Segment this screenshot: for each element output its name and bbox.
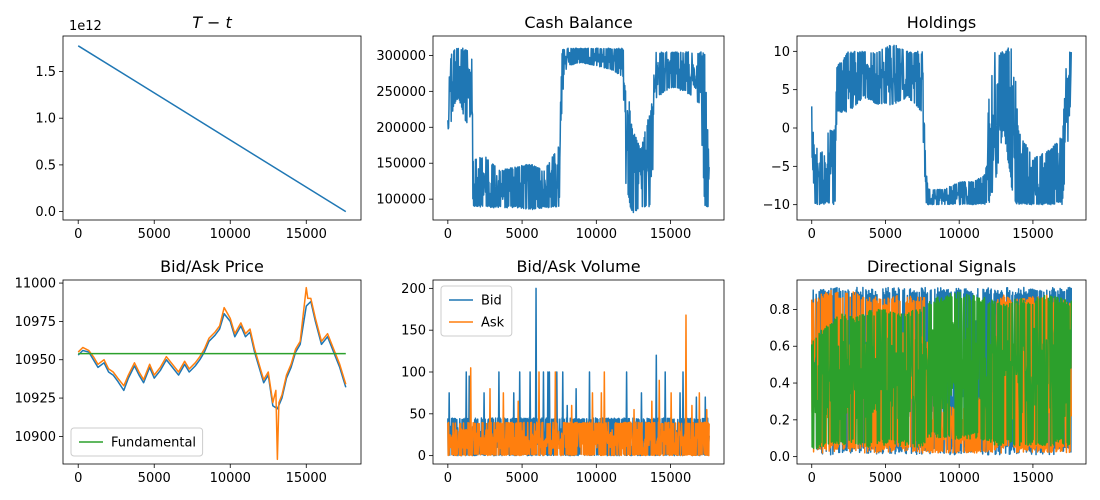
y-tick-label: 200000 (376, 121, 426, 136)
y-tick-label: 10900 (15, 430, 56, 445)
plot-area (810, 286, 1073, 456)
x-tick-label: 0 (74, 227, 82, 242)
subplot-title: Holdings (907, 13, 977, 32)
x-tick-label: 5000 (869, 471, 902, 486)
x-tick-label: 0 (808, 471, 816, 486)
series-1-line (810, 44, 1073, 206)
series-1-line (77, 45, 347, 213)
legend-label: Ask (481, 316, 505, 331)
y-tick-label: 10 (773, 45, 790, 60)
legend-box (440, 285, 513, 337)
series-ask-line (447, 314, 710, 457)
y-tick-label: 0.5 (35, 158, 56, 173)
y-tick-label: 10950 (15, 353, 56, 368)
y-tick-label: 10975 (15, 315, 56, 330)
subplot-1: 0 5000 10000 15000 0.0 0.5 1.0 1.5 1e12 T − t (35, 13, 362, 242)
y-tick-label: 1.0 (35, 112, 56, 127)
plot-area (77, 45, 347, 213)
x-tick-label: 5000 (138, 227, 171, 242)
x-tick-label: 15000 (1012, 227, 1053, 242)
x-tick-label: 10000 (939, 227, 980, 242)
x-tick-label: 0 (444, 227, 452, 242)
y-tick-label: −5 (771, 160, 790, 175)
legend: Fundamental (70, 427, 204, 457)
y-tick-label: 100000 (376, 193, 426, 208)
y-tick-label: 10925 (15, 392, 56, 407)
axes-frame (62, 35, 362, 221)
y-tick-label: 200 (401, 282, 426, 297)
axes-frame (796, 279, 1087, 465)
x-tick-label: 10000 (210, 227, 251, 242)
series-3-line (810, 291, 1073, 450)
x-tick-label: 5000 (138, 471, 171, 486)
y-tick-label: 0 (782, 122, 790, 137)
y-tick-label: 0 (418, 449, 426, 464)
legend-box (70, 427, 204, 457)
subplot-6: 0 5000 10000 15000 0.0 0.2 0.4 0.6 0.8 Directiona… (769, 257, 1087, 486)
subplot-title: Cash Balance (524, 13, 632, 32)
y-tick-label: 1.5 (35, 65, 56, 80)
y-tick-label: 0.8 (769, 303, 790, 318)
axes-frame (432, 35, 725, 221)
subplot-title: Bid/Ask Price (160, 257, 264, 276)
x-tick-label: 0 (74, 471, 82, 486)
x-tick-label: 5000 (506, 471, 539, 486)
subplot-4: 0 5000 10000 15000 10900 10925 10950 10975 11000… (15, 257, 362, 486)
series-1-line (77, 300, 347, 410)
series-bid-line (447, 287, 710, 457)
subplot-title: Directional Signals (867, 257, 1016, 276)
y-tick-label: 5 (782, 83, 790, 98)
plot-area (810, 44, 1073, 206)
x-tick-label: 10000 (576, 471, 617, 486)
x-tick-label: 0 (808, 227, 816, 242)
series-1-line (447, 47, 710, 214)
y-tick-label: 300000 (376, 49, 426, 64)
subplot-3: 0 5000 10000 15000 −10 −5 0 5 10 Holdings (763, 13, 1087, 242)
x-tick-label: 15000 (286, 471, 327, 486)
y-tick-label: 0.2 (769, 413, 790, 428)
x-tick-label: 15000 (286, 227, 327, 242)
plot-area (77, 286, 347, 461)
x-tick-label: 10000 (576, 227, 617, 242)
y-tick-label: 0.0 (35, 205, 56, 220)
y-tick-label: −10 (763, 198, 790, 213)
y-tick-label: 0.4 (769, 377, 790, 392)
legend-label: Bid (481, 294, 502, 309)
y-tick-label: 150000 (376, 157, 426, 172)
axes-frame (62, 279, 362, 465)
axis-offset-text: 1e12 (69, 19, 102, 34)
x-tick-label: 15000 (650, 471, 691, 486)
y-tick-label: 100 (401, 366, 426, 381)
x-tick-label: 15000 (1012, 471, 1053, 486)
legend: Bid Ask (440, 285, 513, 337)
y-tick-label: 50 (409, 407, 426, 422)
y-tick-label: 0.0 (769, 450, 790, 465)
y-tick-label: 0.6 (769, 340, 790, 355)
subplot-title: Bid/Ask Volume (516, 257, 640, 276)
y-tick-label: 11000 (15, 277, 56, 292)
plot-area (447, 47, 710, 214)
legend-label: Fundamental (111, 436, 196, 451)
series-2-line (77, 286, 347, 461)
x-tick-label: 5000 (869, 227, 902, 242)
x-tick-label: 10000 (210, 471, 251, 486)
subplot-5: 0 5000 10000 15000 0 50 100 150 200 Bid/Ask Volum… (401, 257, 725, 486)
subplot-title: T − t (192, 13, 232, 32)
x-tick-label: 10000 (939, 471, 980, 486)
plot-area (447, 287, 710, 457)
x-tick-label: 0 (444, 471, 452, 486)
x-tick-label: 5000 (506, 227, 539, 242)
x-tick-label: 15000 (650, 227, 691, 242)
y-tick-label: 250000 (376, 85, 426, 100)
subplot-2: 0 5000 10000 15000 100000 150000 200000 250000 3… (376, 13, 725, 242)
y-tick-label: 150 (401, 324, 426, 339)
